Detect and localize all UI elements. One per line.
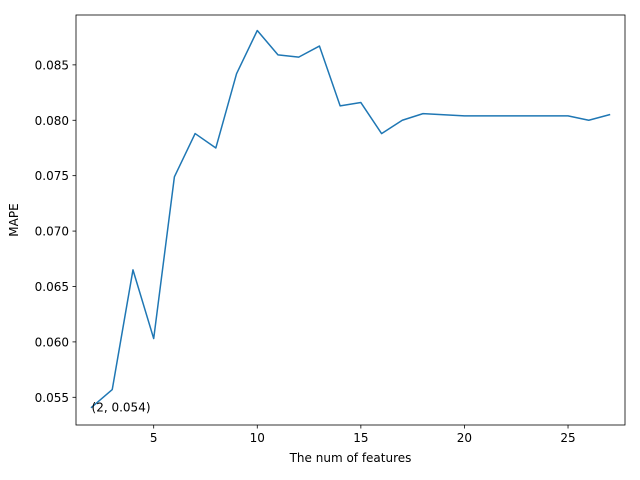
plot-area <box>90 29 611 409</box>
y-tick-label: 0.070 <box>35 225 69 239</box>
series-line-0 <box>90 29 611 409</box>
y-tick-label: 0.080 <box>35 114 69 128</box>
x-tick-label: 5 <box>150 431 158 445</box>
x-tick-label: 15 <box>353 431 368 445</box>
y-axis-title: MAPE <box>7 203 21 236</box>
axes-frame <box>75 14 626 426</box>
y-tick-label: 0.060 <box>35 335 69 349</box>
x-axis-title: The num of features <box>289 451 412 465</box>
y-axis-ticks: 0.055 0.060 0.065 0.070 0.075 0.080 0.085 <box>35 58 76 405</box>
y-tick-label: 0.065 <box>35 280 69 294</box>
x-tick-label: 20 <box>457 431 472 445</box>
x-tick-label: 25 <box>560 431 575 445</box>
x-tick-label: 10 <box>250 431 265 445</box>
annotations: (2, 0.054) <box>92 400 151 414</box>
x-axis-ticks: 5 10 15 20 25 <box>150 425 576 445</box>
y-tick-label: 0.055 <box>35 391 69 405</box>
y-tick-label: 0.075 <box>35 169 69 183</box>
y-tick-label: 0.085 <box>35 58 69 72</box>
point-annotation: (2, 0.054) <box>92 400 151 414</box>
